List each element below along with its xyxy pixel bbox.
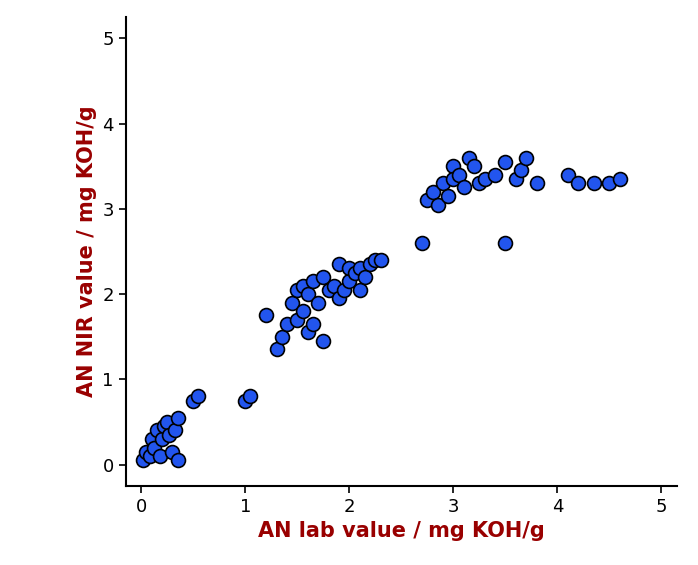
Point — [448, 175, 459, 184]
Point — [271, 345, 282, 354]
Point — [474, 179, 485, 188]
Point — [453, 170, 464, 179]
Point — [604, 179, 615, 188]
Point — [141, 447, 152, 457]
Point — [531, 179, 542, 188]
Point — [245, 392, 256, 401]
Point — [188, 396, 199, 405]
Point — [375, 255, 386, 264]
Point — [323, 285, 334, 294]
Point — [588, 179, 600, 188]
Point — [156, 434, 168, 444]
Point — [521, 153, 532, 162]
Point — [443, 192, 454, 201]
Point — [318, 272, 329, 281]
Point — [239, 396, 251, 405]
Point — [162, 418, 173, 427]
Point — [562, 170, 573, 179]
Point — [281, 319, 292, 328]
Point — [172, 413, 184, 422]
Point — [354, 264, 365, 273]
Point — [448, 162, 459, 171]
Point — [260, 311, 272, 320]
Point — [144, 451, 155, 460]
Point — [307, 319, 318, 328]
Point — [432, 200, 443, 209]
Point — [364, 260, 376, 269]
Point — [167, 447, 178, 457]
Point — [500, 238, 511, 247]
Point — [343, 277, 355, 286]
X-axis label: AN lab value / mg KOH/g: AN lab value / mg KOH/g — [258, 521, 544, 541]
Point — [463, 153, 475, 162]
Point — [343, 264, 355, 273]
Point — [313, 298, 324, 307]
Point — [318, 336, 329, 345]
Point — [370, 255, 381, 264]
Point — [169, 426, 180, 435]
Point — [417, 238, 428, 247]
Point — [500, 158, 511, 167]
Point — [302, 328, 313, 337]
Point — [307, 277, 318, 286]
Point — [286, 298, 297, 307]
Point — [146, 434, 157, 444]
Point — [334, 294, 345, 303]
Point — [359, 272, 371, 281]
Point — [148, 443, 159, 452]
Point — [328, 281, 339, 290]
Point — [158, 421, 170, 431]
Point — [292, 285, 303, 294]
Point — [572, 179, 584, 188]
Point — [302, 289, 313, 298]
Point — [354, 285, 365, 294]
Point — [339, 285, 350, 294]
Point — [276, 332, 288, 341]
Point — [614, 175, 625, 184]
Point — [138, 456, 149, 465]
Point — [468, 162, 480, 171]
Point — [515, 166, 526, 175]
Point — [510, 175, 521, 184]
Point — [193, 392, 204, 401]
Point — [349, 268, 360, 277]
Point — [164, 430, 175, 439]
Point — [479, 175, 490, 184]
Point — [172, 456, 184, 465]
Point — [438, 179, 449, 188]
Point — [292, 315, 303, 324]
Point — [151, 426, 163, 435]
Point — [458, 183, 469, 192]
Point — [297, 281, 308, 290]
Point — [334, 260, 345, 269]
Point — [154, 451, 165, 460]
Point — [489, 170, 500, 179]
Point — [422, 195, 433, 205]
Point — [427, 187, 438, 196]
Point — [297, 307, 308, 316]
Y-axis label: AN NIR value / mg KOH/g: AN NIR value / mg KOH/g — [77, 106, 97, 397]
